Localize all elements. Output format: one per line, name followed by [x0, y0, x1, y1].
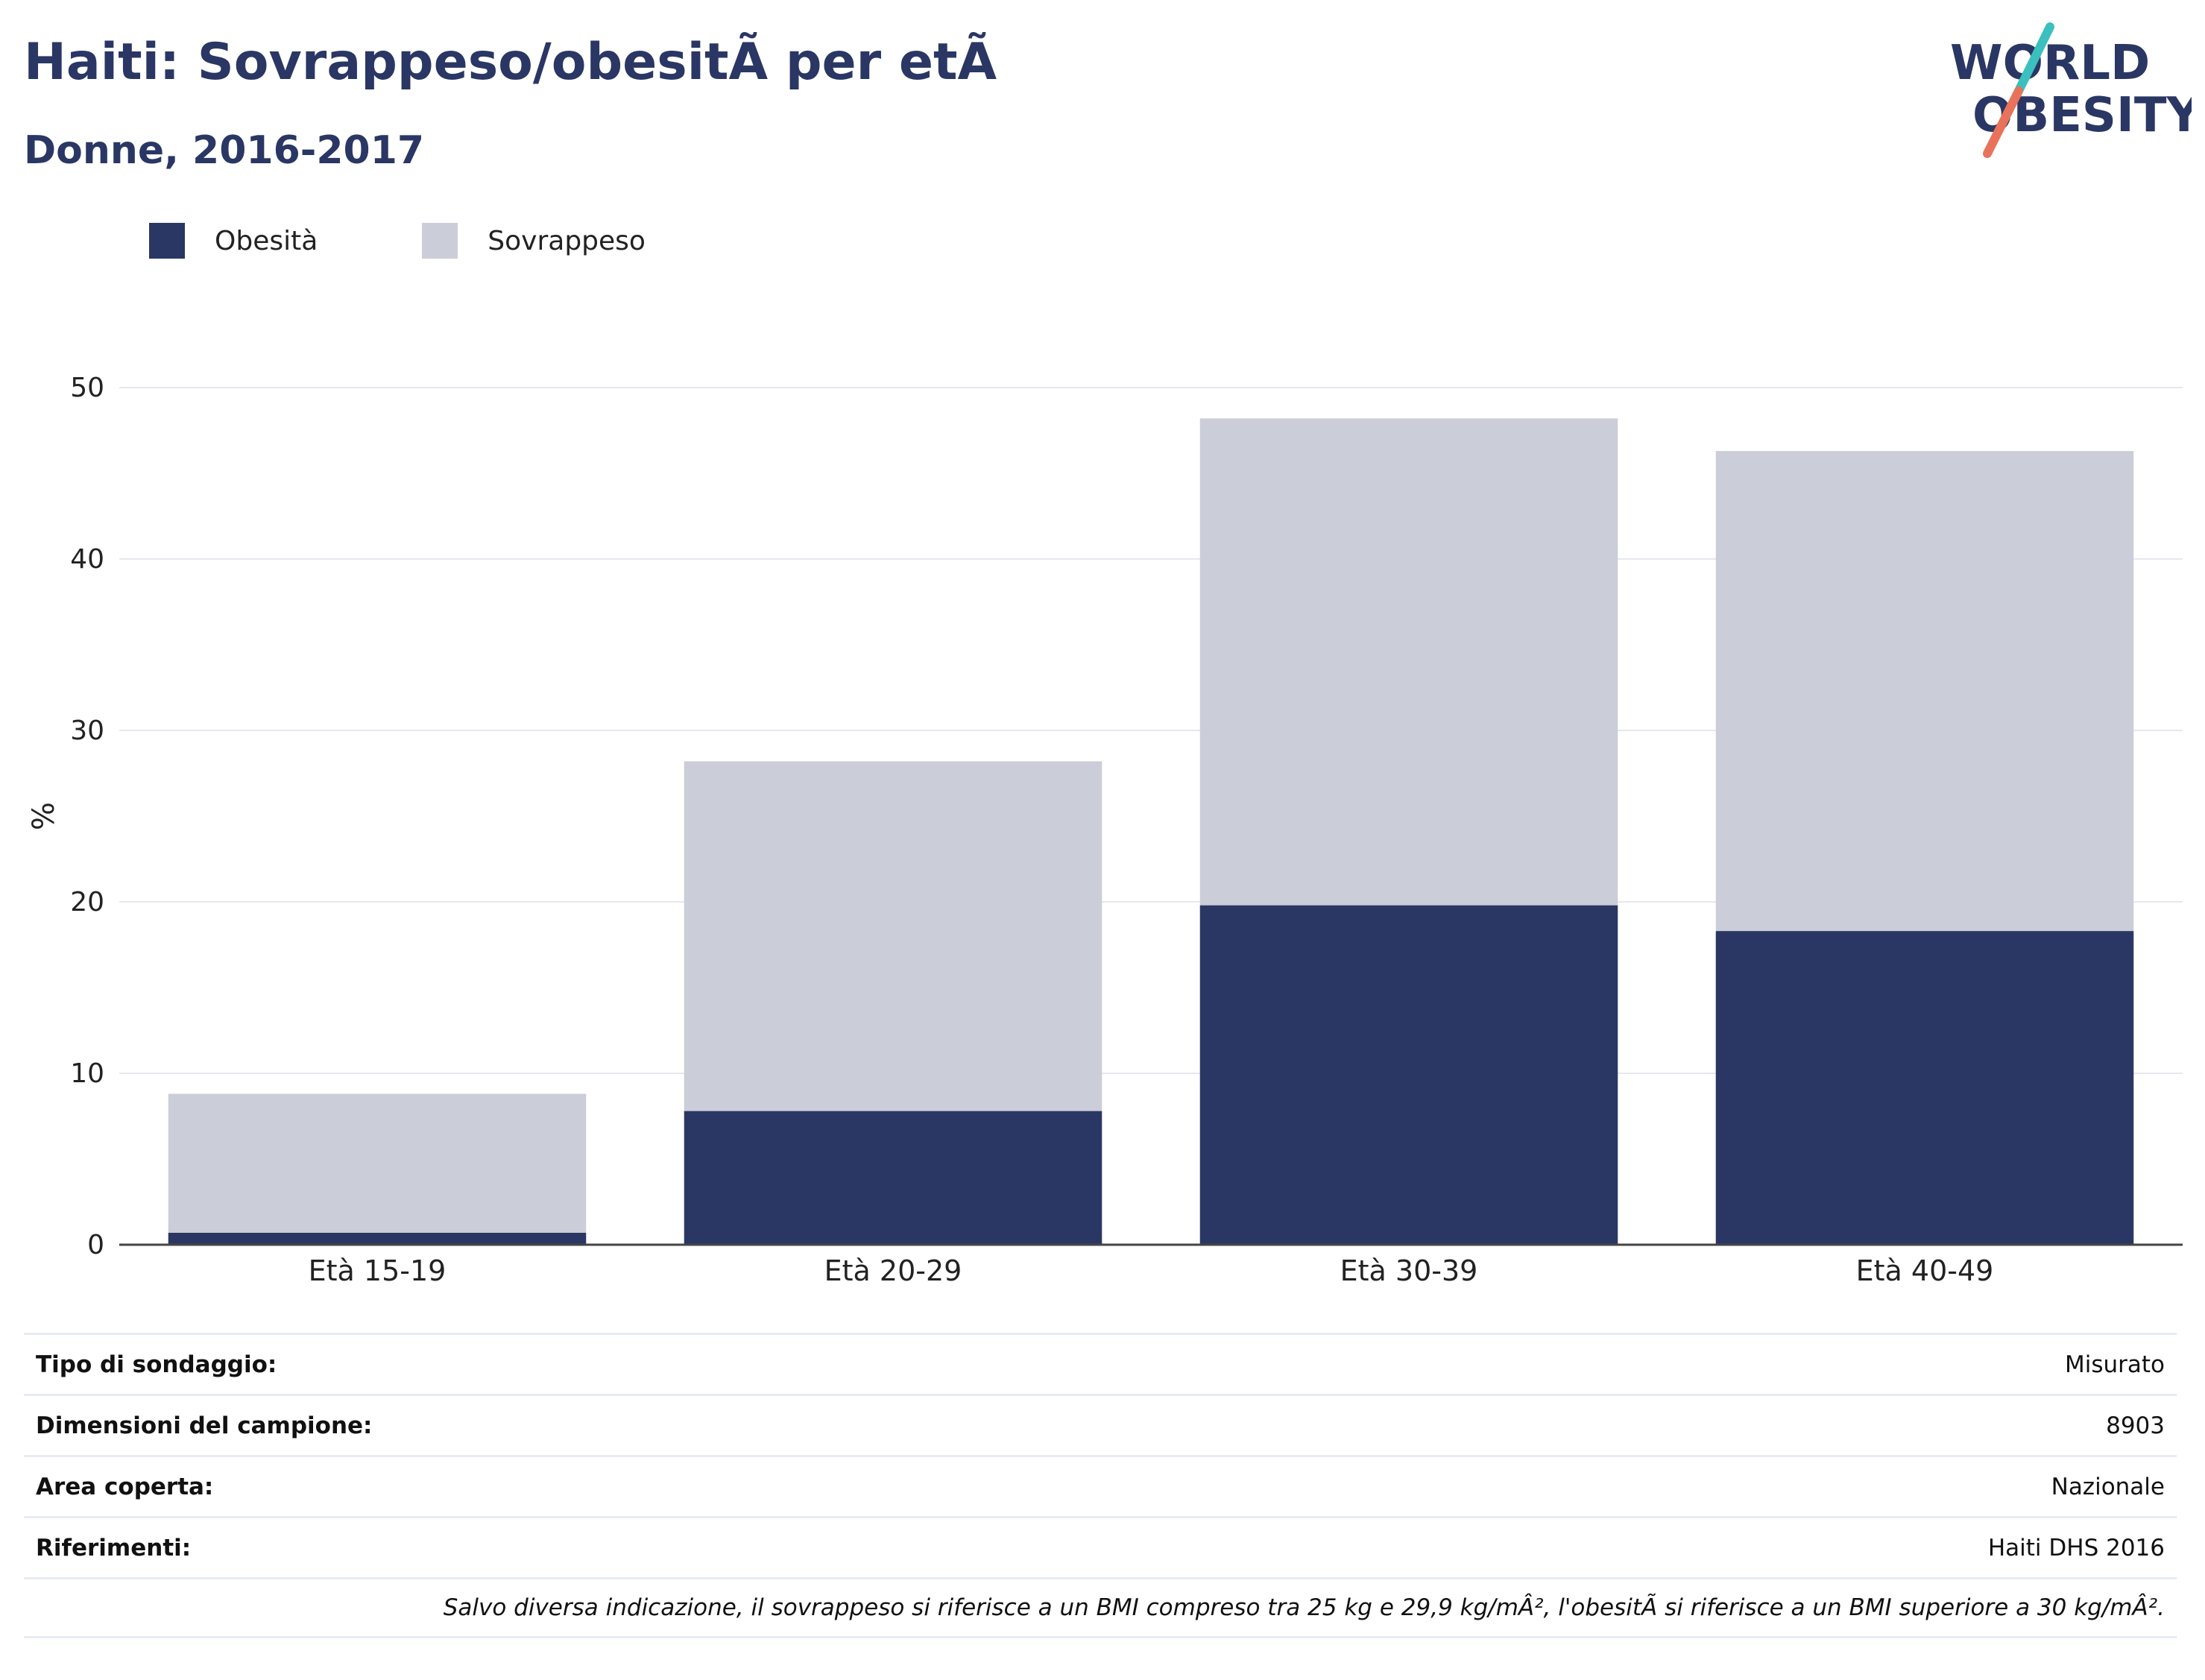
- legend: Obesità Sovrappeso: [149, 222, 750, 259]
- info-label: Area coperta:: [36, 1473, 214, 1500]
- y-axis-label: %: [27, 802, 61, 830]
- y-tick-label: 50: [70, 373, 104, 403]
- info-table: Tipo di sondaggio: Misurato Dimensioni d…: [24, 1333, 2177, 1638]
- bar-obesity: [168, 1232, 587, 1245]
- bar-obesity: [1715, 931, 2134, 1245]
- legend-item-overweight[interactable]: Sovrappeso: [422, 223, 646, 259]
- stacked-bar-chart: 0 10 20 30 40 50% Età 15-19 Età 20-29 Età 30-39 E…: [27, 373, 2183, 1287]
- info-label: Tipo di sondaggio:: [36, 1351, 277, 1378]
- bar-overweight: [168, 1093, 587, 1233]
- legend-label-overweight: Sovrappeso: [488, 225, 646, 256]
- info-row-references: Riferimenti: Haiti DHS 2016: [24, 1516, 2177, 1577]
- info-row-area: Area coperta: Nazionale: [24, 1455, 2177, 1516]
- info-value: Haiti DHS 2016: [1987, 1534, 2165, 1561]
- y-tick-label: 0: [87, 1230, 104, 1260]
- page-subtitle: Donne, 2016-2017: [24, 128, 425, 173]
- info-row-survey-type: Tipo di sondaggio: Misurato: [24, 1333, 2177, 1394]
- x-tick-label: Età 15-19: [309, 1254, 447, 1287]
- logo-slash-top: [2014, 22, 2054, 95]
- info-value: 8903: [2106, 1412, 2165, 1439]
- bar-obesity: [1199, 905, 1618, 1245]
- bar-overweight: [684, 761, 1102, 1111]
- legend-label-obesity: Obesità: [215, 225, 318, 256]
- x-tick-label: Età 30-39: [1340, 1254, 1478, 1287]
- page-title: Haiti: Sovrappeso/obesitÃ per etÃ: [24, 33, 997, 92]
- info-row-sample-size: Dimensioni del campione: 8903: [24, 1394, 2177, 1455]
- footnote: Salvo diversa indicazione, il sovrappeso…: [443, 1594, 2165, 1621]
- y-tick-label: 40: [70, 544, 104, 575]
- legend-swatch-overweight: [422, 223, 458, 259]
- bar-overweight: [1715, 451, 2134, 932]
- legend-item-obesity[interactable]: Obesità: [149, 223, 318, 259]
- info-label: Dimensioni del campione:: [36, 1412, 373, 1439]
- bar-obesity: [684, 1111, 1102, 1245]
- y-tick-label: 30: [70, 716, 104, 746]
- info-row-note: Salvo diversa indicazione, il sovrappeso…: [24, 1577, 2177, 1638]
- logo-word-1: WORLD: [1950, 36, 2150, 91]
- info-value: Nazionale: [2051, 1473, 2165, 1500]
- x-tick-label: Età 40-49: [1856, 1254, 1994, 1287]
- legend-swatch-obesity: [149, 223, 185, 259]
- x-tick-label: Età 20-29: [824, 1254, 962, 1287]
- y-tick-label: 20: [70, 887, 104, 918]
- info-value: Misurato: [2064, 1351, 2165, 1378]
- info-label: Riferimenti:: [36, 1534, 192, 1561]
- bar-overweight: [1199, 418, 1618, 906]
- y-tick-label: 10: [70, 1058, 104, 1089]
- world-obesity-logo: WORLD OBESITY: [1950, 22, 2192, 158]
- logo-slash-bottom: [1983, 86, 2023, 158]
